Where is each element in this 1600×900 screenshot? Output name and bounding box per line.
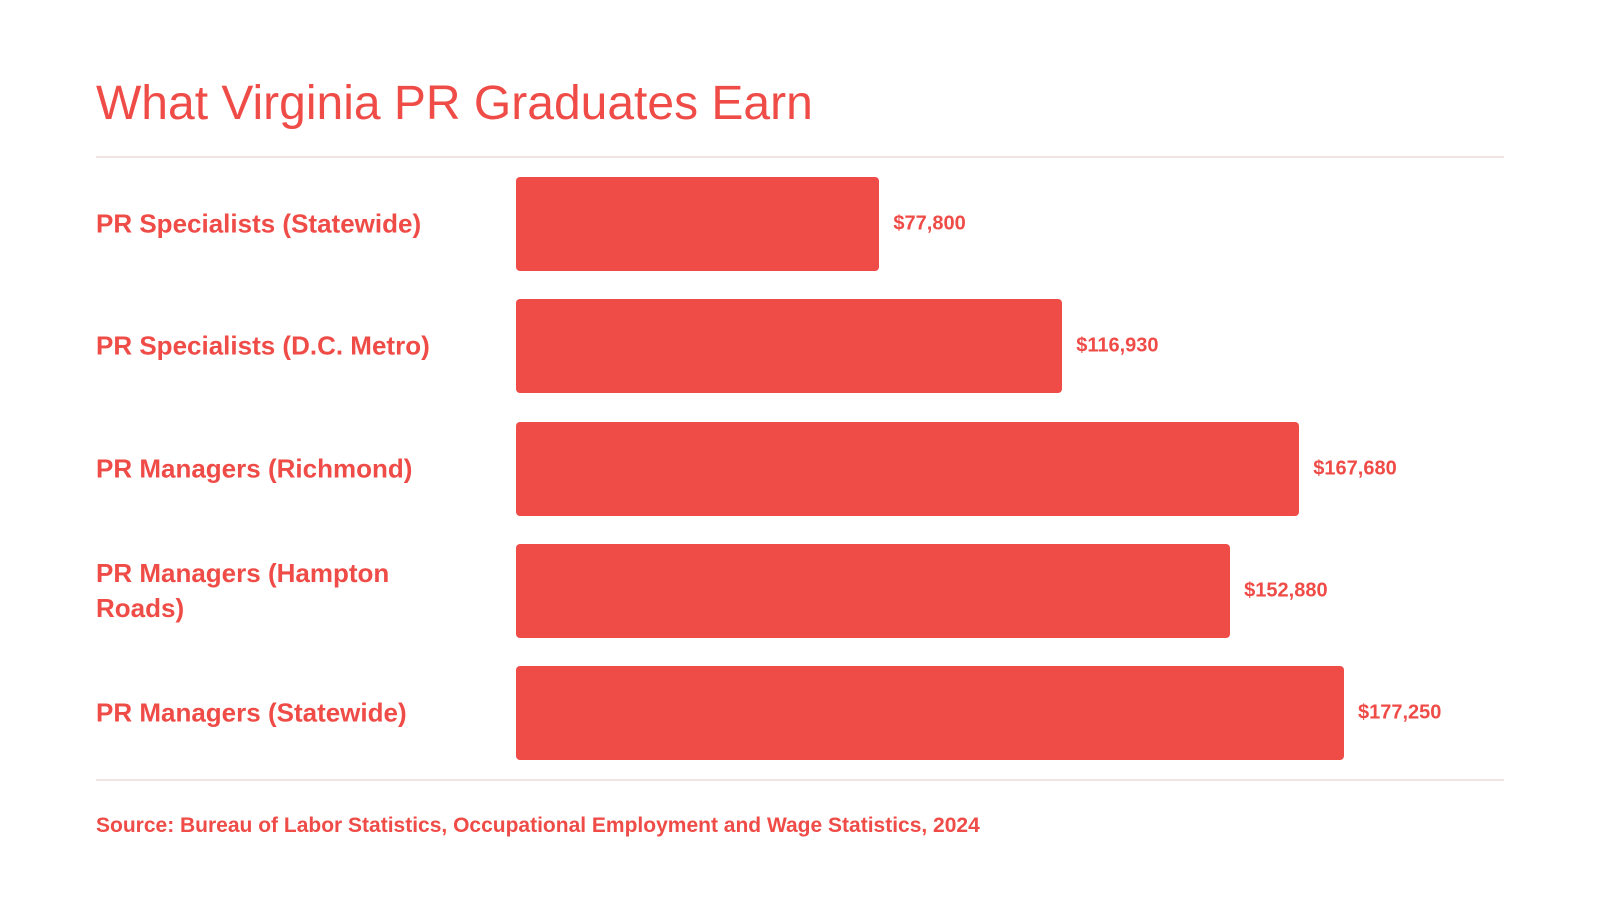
bar	[516, 666, 1344, 761]
category-label: PR Managers (Statewide)	[96, 697, 407, 728]
category-label: PR Managers (Hampton Roads)	[96, 557, 390, 623]
value-label: $77,800	[893, 212, 966, 235]
value-label: $152,880	[1244, 579, 1328, 602]
value-label: $177,250	[1358, 701, 1442, 724]
divider	[96, 156, 1504, 158]
bar	[516, 421, 1300, 516]
source-note: Source: Bureau of Labor Statistics, Occu…	[96, 814, 980, 837]
category-label: PR Specialists (Statewide)	[96, 208, 422, 239]
value-label: $167,680	[1313, 457, 1397, 480]
bar	[516, 543, 1231, 638]
category-label: PR Specialists (D.C. Metro)	[96, 330, 430, 361]
chart-title: What Virginia PR Graduates Earn	[96, 77, 813, 130]
bar	[516, 299, 1063, 394]
bar	[516, 177, 880, 271]
value-label: $116,930	[1076, 334, 1159, 357]
category-label: PR Managers (Richmond)	[96, 453, 413, 484]
divider	[96, 779, 1504, 781]
